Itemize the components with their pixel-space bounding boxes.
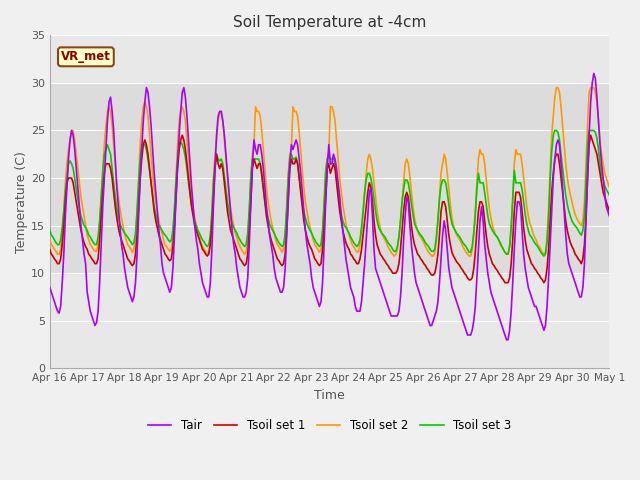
Tair [46,285,54,290]
Tsoil set 3 [291,156,298,162]
Bar [50,83,609,273]
Tsoil set 3 [232,228,239,233]
Tsoil set 3 [212,151,220,157]
Line: Tsoil set 3: Tsoil set 3 [50,131,609,256]
Tair [291,142,298,148]
Tair [502,337,510,343]
Tsoil set 3 [577,232,585,238]
Tsoil set 1 [577,261,585,266]
Tsoil set 1 [233,247,241,252]
Tsoil set 3 [540,253,548,259]
Tsoil set 2 [552,85,560,91]
Tsoil set 1 [501,280,509,286]
Tair [605,213,613,219]
Tsoil set 1 [214,161,222,167]
Tsoil set 2 [605,185,613,191]
Tsoil set 1 [243,261,250,266]
Tsoil set 2 [291,108,298,114]
Text: VR_met: VR_met [61,50,111,63]
Line: Tair: Tair [50,73,609,340]
Tair [212,132,220,138]
Y-axis label: Temperature (C): Temperature (C) [15,151,28,253]
Tsoil set 2 [241,251,248,257]
Legend: Tair, Tsoil set 1, Tsoil set 2, Tsoil set 3: Tair, Tsoil set 1, Tsoil set 2, Tsoil se… [143,414,516,437]
Line: Tsoil set 2: Tsoil set 2 [50,88,609,256]
Title: Soil Temperature at -4cm: Soil Temperature at -4cm [233,15,426,30]
Tsoil set 2 [577,223,585,228]
Tsoil set 3 [551,128,559,133]
Tsoil set 3 [46,228,54,233]
Tair [232,251,239,257]
Tair [576,294,584,300]
Tsoil set 2 [115,194,122,200]
Tair [241,294,248,300]
Tsoil set 1 [179,132,186,138]
X-axis label: Time: Time [314,389,345,402]
Tsoil set 1 [292,156,300,162]
Tair [115,204,122,209]
Line: Tsoil set 1: Tsoil set 1 [50,135,609,283]
Tsoil set 1 [46,247,54,252]
Tsoil set 3 [605,192,613,198]
Tsoil set 1 [115,225,122,230]
Tair [590,71,598,76]
Tsoil set 2 [212,137,220,143]
Tsoil set 1 [605,208,613,214]
Tsoil set 2 [232,230,239,236]
Tsoil set 3 [115,215,122,221]
Tsoil set 3 [241,244,248,250]
Tsoil set 2 [390,253,398,259]
Tsoil set 2 [46,237,54,243]
